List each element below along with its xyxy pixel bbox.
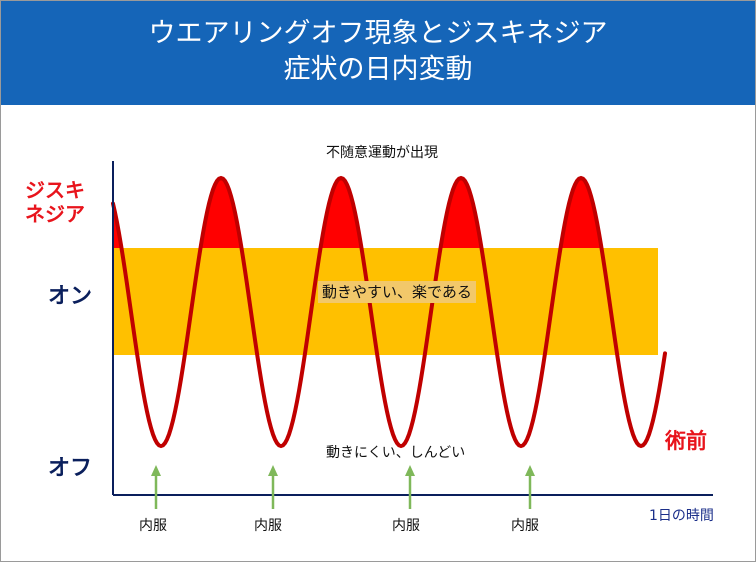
arrow-up-icon bbox=[525, 465, 535, 476]
on-note: 動きやすい、楽である bbox=[318, 281, 476, 303]
arrow-up-icon bbox=[268, 465, 278, 476]
x-axis-label: 1日の時間 bbox=[649, 508, 714, 524]
arrow-up-icon bbox=[151, 465, 161, 476]
title-line-2: 症状の日内変動 bbox=[283, 54, 473, 85]
dyskinesia-note: 不随意運動が出現 bbox=[326, 145, 438, 161]
arrow-up-icon bbox=[405, 465, 415, 476]
dyskinesia-fill bbox=[113, 178, 665, 248]
dose-label: 内服 bbox=[392, 518, 420, 534]
dose-label: 内服 bbox=[511, 518, 539, 534]
dose-label: 内服 bbox=[254, 518, 282, 534]
preop-label: 術前 bbox=[665, 429, 707, 453]
on-state-label: オン bbox=[48, 284, 93, 309]
symptom-curve bbox=[111, 175, 667, 449]
dyskinesia-label-line-2: ネジア bbox=[25, 202, 85, 226]
dyskinesia-label-line-1: ジスキ bbox=[25, 178, 85, 202]
dose-label: 内服 bbox=[139, 518, 167, 534]
off-state-label: オフ bbox=[48, 456, 93, 481]
off-note: 動きにくい、しんどい bbox=[326, 445, 466, 461]
title-banner: ウエアリングオフ現象とジスキネジア 症状の日内変動 bbox=[1, 1, 755, 105]
title-line-1: ウエアリングオフ現象とジスキネジア bbox=[148, 18, 608, 49]
